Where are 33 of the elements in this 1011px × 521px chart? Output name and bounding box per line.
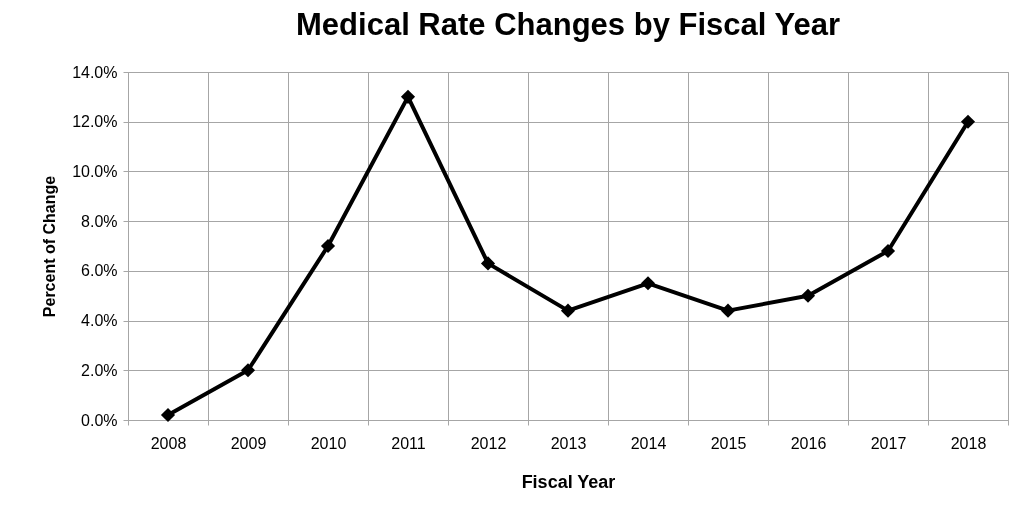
x-axis-title: Fiscal Year	[521, 471, 616, 492]
point	[720, 303, 736, 318]
x-tick-label: 2009	[230, 434, 267, 452]
chart-title: Medical Rate Changes by Fiscal Year	[296, 7, 840, 42]
point	[160, 407, 176, 423]
y-tick-label: 4.0%	[81, 312, 118, 330]
y-tick-label: 6.0%	[81, 262, 118, 280]
x-tick-label: 2013	[550, 434, 587, 452]
x-tick-label: 2011	[391, 434, 426, 452]
x-tick-label: 2010	[310, 434, 347, 452]
point	[640, 276, 656, 291]
y-axis-title: Percent of Change	[41, 175, 59, 318]
y-tick-label: 10.0%	[72, 162, 118, 180]
point	[480, 256, 496, 271]
x-tick-label: 2018	[950, 434, 987, 452]
x-tick-label: 2016	[790, 434, 827, 452]
y-tick-label: 0.0%	[81, 411, 118, 429]
point	[560, 303, 576, 318]
y-tick-label: 12.0%	[72, 113, 118, 131]
y-tick-label: 2.0%	[81, 361, 118, 379]
point	[320, 238, 336, 254]
x-tick-label: 2014	[630, 434, 667, 452]
point	[880, 243, 896, 259]
x-tick-label: 2008	[150, 434, 187, 452]
point	[400, 89, 416, 104]
point	[240, 363, 256, 378]
point	[960, 114, 976, 129]
x-tick-label: 2017	[870, 434, 907, 452]
x-tick-label: 2012	[470, 434, 507, 452]
y-tick-label: 14.0%	[72, 63, 118, 81]
y-tick-label: 8.0%	[81, 212, 118, 230]
x-tick-label: 2015	[710, 434, 747, 452]
point	[800, 288, 816, 303]
